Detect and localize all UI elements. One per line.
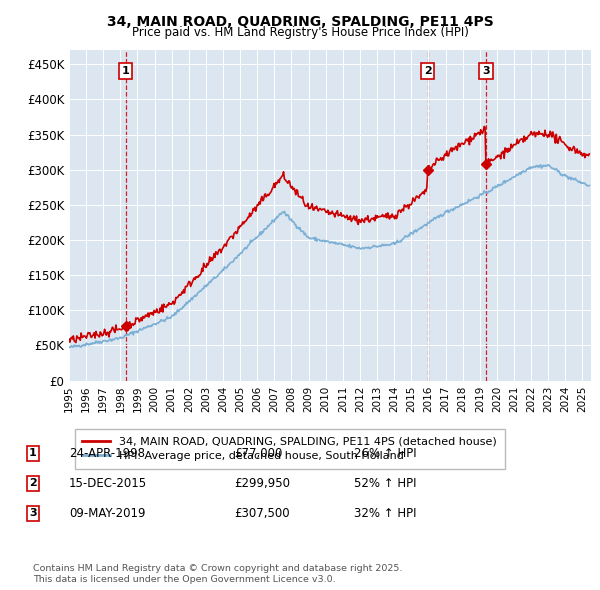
Legend: 34, MAIN ROAD, QUADRING, SPALDING, PE11 4PS (detached house), HPI: Average price: 34, MAIN ROAD, QUADRING, SPALDING, PE11 … <box>74 429 505 469</box>
Text: 15-DEC-2015: 15-DEC-2015 <box>69 477 147 490</box>
Text: Price paid vs. HM Land Registry's House Price Index (HPI): Price paid vs. HM Land Registry's House … <box>131 26 469 39</box>
Text: Contains HM Land Registry data © Crown copyright and database right 2025.: Contains HM Land Registry data © Crown c… <box>33 565 403 573</box>
Text: £299,950: £299,950 <box>234 477 290 490</box>
Text: 09-MAY-2019: 09-MAY-2019 <box>69 507 146 520</box>
Text: 32% ↑ HPI: 32% ↑ HPI <box>354 507 416 520</box>
Text: 1: 1 <box>122 66 130 76</box>
Text: 26% ↑ HPI: 26% ↑ HPI <box>354 447 416 460</box>
Text: 3: 3 <box>29 509 37 518</box>
Text: 24-APR-1998: 24-APR-1998 <box>69 447 145 460</box>
Text: 2: 2 <box>29 478 37 488</box>
Text: £307,500: £307,500 <box>234 507 290 520</box>
Text: £77,000: £77,000 <box>234 447 283 460</box>
Text: This data is licensed under the Open Government Licence v3.0.: This data is licensed under the Open Gov… <box>33 575 335 584</box>
Text: 52% ↑ HPI: 52% ↑ HPI <box>354 477 416 490</box>
Text: 34, MAIN ROAD, QUADRING, SPALDING, PE11 4PS: 34, MAIN ROAD, QUADRING, SPALDING, PE11 … <box>107 15 493 29</box>
Text: 1: 1 <box>29 448 37 458</box>
Text: 2: 2 <box>424 66 431 76</box>
Text: 3: 3 <box>482 66 490 76</box>
